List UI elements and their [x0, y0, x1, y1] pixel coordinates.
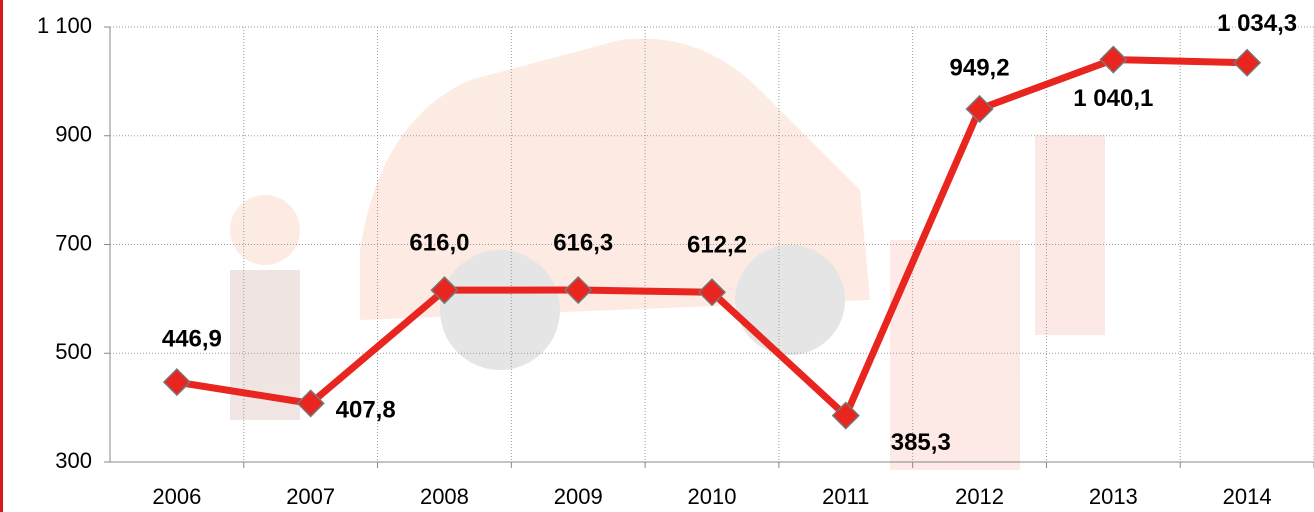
data-label: 385,3: [891, 429, 951, 456]
y-tick-label: 900: [55, 122, 92, 147]
marker: [1234, 50, 1260, 76]
y-tick-label: 1 100: [37, 13, 92, 38]
x-tick-label: 2009: [554, 484, 603, 509]
x-tick-label: 2011: [822, 484, 869, 509]
data-label: 612,2: [687, 232, 747, 259]
chart: 300 500 700 900 1 100 446,9 2006 407,8 2007 616,0…: [0, 0, 1314, 512]
x-tick-label: 2013: [1089, 484, 1138, 509]
data-label: 949,2: [950, 54, 1010, 81]
left-border: [0, 0, 3, 512]
x-tick-label: 2006: [152, 484, 201, 509]
x-tick-label: 2008: [420, 484, 469, 509]
x-tick-label: 2014: [1223, 484, 1272, 509]
y-tick-label: 500: [55, 339, 92, 364]
y-tick-label: 700: [55, 230, 92, 255]
marker: [967, 96, 993, 122]
data-label: 446,9: [162, 325, 222, 352]
data-label: 616,0: [409, 230, 469, 257]
y-tick-label: 300: [55, 448, 92, 473]
x-tick-label: 2010: [688, 484, 737, 509]
data-label: 407,8: [336, 397, 396, 424]
x-tick-label: 2012: [955, 484, 1004, 509]
data-label: 1 034,3: [1217, 10, 1297, 37]
data-label: 1 040,1: [1073, 85, 1153, 112]
x-tick-label: 2007: [286, 484, 335, 509]
marker: [164, 369, 190, 395]
marker: [1100, 47, 1126, 73]
data-label: 616,3: [553, 229, 613, 256]
